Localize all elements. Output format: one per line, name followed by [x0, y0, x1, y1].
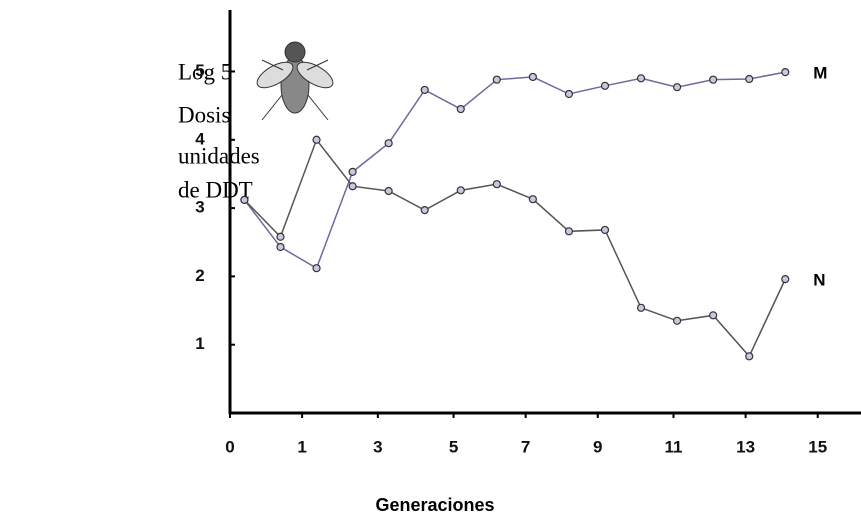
point [493, 181, 500, 188]
point [529, 73, 536, 80]
point [277, 244, 284, 251]
point [565, 228, 572, 235]
x-tick-label: 0 [225, 437, 234, 456]
point [385, 188, 392, 195]
fly-icon [253, 42, 337, 120]
point [457, 106, 464, 113]
series-line [244, 72, 785, 268]
y-label: unidades [178, 143, 260, 168]
point [313, 136, 320, 143]
point [493, 76, 500, 83]
series-line [244, 140, 785, 357]
y-label: Dosis [178, 102, 230, 127]
point [601, 226, 608, 233]
x-tick-label: 5 [449, 437, 458, 456]
point [529, 196, 536, 203]
point [674, 317, 681, 324]
point [710, 76, 717, 83]
legend-label: N [813, 271, 825, 290]
point [710, 312, 717, 319]
x-tick-label: 3 [373, 437, 382, 456]
y-tick-label: 3 [195, 198, 204, 217]
point [421, 86, 428, 93]
point [457, 187, 464, 194]
x-tick-label: 15 [808, 437, 827, 456]
point [746, 75, 753, 82]
y-tick-label: 1 [195, 334, 204, 353]
y-tick-label: 4 [195, 129, 205, 148]
point [601, 82, 608, 89]
point [746, 353, 753, 360]
point [638, 304, 645, 311]
point [241, 196, 248, 203]
point [277, 233, 284, 240]
x-tick-label: 11 [665, 437, 683, 456]
point [565, 91, 572, 98]
point [782, 69, 789, 76]
point [421, 207, 428, 214]
point [638, 75, 645, 82]
x-tick-label: 13 [736, 437, 755, 456]
x-label: Generaciones [375, 495, 494, 515]
legend-label: M [813, 64, 827, 83]
point [782, 276, 789, 283]
point [674, 84, 681, 91]
x-tick-label: 7 [521, 437, 530, 456]
point [385, 140, 392, 147]
y-tick-label: 5 [195, 61, 204, 80]
x-tick-label: 9 [593, 437, 602, 456]
point [349, 183, 356, 190]
x-tick-label: 1 [297, 437, 306, 456]
point [313, 265, 320, 272]
y-label: Log 5 [178, 59, 232, 84]
y-tick-label: 2 [195, 266, 204, 285]
chart: Log 5Dosisunidadesde DDTGeneraciones1234… [0, 0, 861, 519]
point [349, 168, 356, 175]
